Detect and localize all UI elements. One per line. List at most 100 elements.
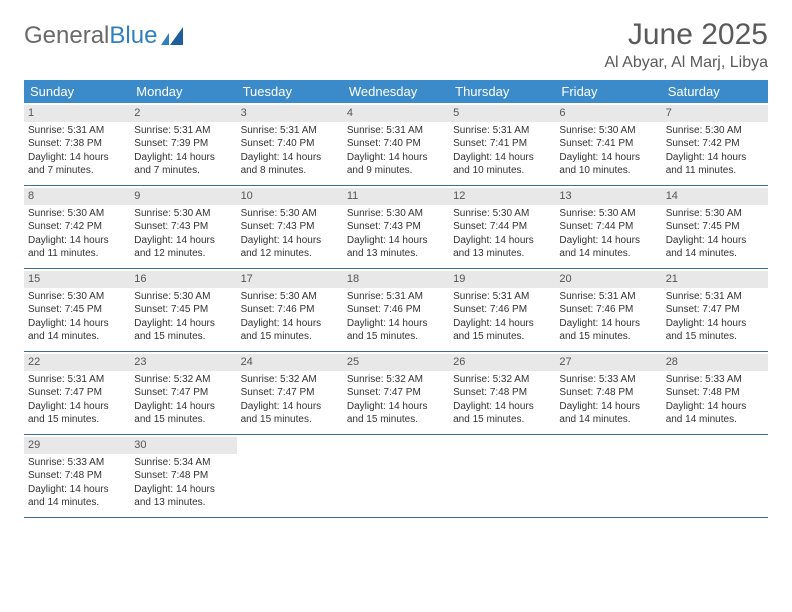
calendar-cell: 14Sunrise: 5:30 AMSunset: 7:45 PMDayligh…	[662, 186, 768, 268]
daylight-text: Daylight: 14 hours and 15 minutes.	[666, 317, 764, 344]
sunrise-text: Sunrise: 5:30 AM	[666, 124, 764, 138]
sunrise-text: Sunrise: 5:34 AM	[134, 456, 232, 470]
sunrise-text: Sunrise: 5:31 AM	[134, 124, 232, 138]
sunset-text: Sunset: 7:42 PM	[666, 137, 764, 151]
daylight-text: Daylight: 14 hours and 11 minutes.	[28, 234, 126, 261]
day-header: Sunday	[24, 80, 130, 103]
daylight-text: Daylight: 14 hours and 13 minutes.	[347, 234, 445, 261]
calendar-cell: 24Sunrise: 5:32 AMSunset: 7:47 PMDayligh…	[237, 352, 343, 434]
daylight-text: Daylight: 14 hours and 11 minutes.	[666, 151, 764, 178]
calendar-cell: 21Sunrise: 5:31 AMSunset: 7:47 PMDayligh…	[662, 269, 768, 351]
day-number: 1	[24, 105, 130, 122]
daylight-text: Daylight: 14 hours and 8 minutes.	[241, 151, 339, 178]
daylight-text: Daylight: 14 hours and 15 minutes.	[241, 317, 339, 344]
sunset-text: Sunset: 7:44 PM	[559, 220, 657, 234]
daylight-text: Daylight: 14 hours and 13 minutes.	[134, 483, 232, 510]
sunrise-text: Sunrise: 5:32 AM	[134, 373, 232, 387]
sunrise-text: Sunrise: 5:30 AM	[241, 290, 339, 304]
day-header: Monday	[130, 80, 236, 103]
calendar-cell: 19Sunrise: 5:31 AMSunset: 7:46 PMDayligh…	[449, 269, 555, 351]
page-subtitle: Al Abyar, Al Marj, Libya	[604, 54, 768, 72]
sunrise-text: Sunrise: 5:32 AM	[453, 373, 551, 387]
sunset-text: Sunset: 7:42 PM	[28, 220, 126, 234]
calendar-cell	[343, 435, 449, 517]
daylight-text: Daylight: 14 hours and 13 minutes.	[453, 234, 551, 261]
day-number: 18	[343, 271, 449, 288]
calendar-cell: 6Sunrise: 5:30 AMSunset: 7:41 PMDaylight…	[555, 103, 661, 185]
sunset-text: Sunset: 7:43 PM	[241, 220, 339, 234]
sunset-text: Sunset: 7:46 PM	[347, 303, 445, 317]
sunrise-text: Sunrise: 5:30 AM	[241, 207, 339, 221]
day-header: Saturday	[662, 80, 768, 103]
logo-text-1: General	[24, 22, 109, 50]
sunset-text: Sunset: 7:46 PM	[559, 303, 657, 317]
calendar-cell: 13 Sunrise: 5:30 AMSunset: 7:44 PMDayligh…	[555, 186, 661, 268]
daylight-text: Daylight: 14 hours and 14 minutes.	[559, 234, 657, 261]
sunrise-text: Sunrise: 5:30 AM	[347, 207, 445, 221]
daylight-text: Daylight: 14 hours and 14 minutes.	[559, 400, 657, 427]
calendar-cell: 25Sunrise: 5:32 AMSunset: 7:47 PMDayligh…	[343, 352, 449, 434]
sunrise-text: Sunrise: 5:32 AM	[347, 373, 445, 387]
sunset-text: Sunset: 7:46 PM	[453, 303, 551, 317]
sunset-text: Sunset: 7:48 PM	[559, 386, 657, 400]
sunrise-text: Sunrise: 5:30 AM	[453, 207, 551, 221]
calendar-cell: 26Sunrise: 5:32 AMSunset: 7:48 PMDayligh…	[449, 352, 555, 434]
daylight-text: Daylight: 14 hours and 15 minutes.	[347, 317, 445, 344]
daylight-text: Daylight: 14 hours and 14 minutes.	[666, 400, 764, 427]
sunrise-text: Sunrise: 5:31 AM	[28, 124, 126, 138]
sunset-text: Sunset: 7:41 PM	[453, 137, 551, 151]
sunset-text: Sunset: 7:47 PM	[347, 386, 445, 400]
calendar-cell: 12Sunrise: 5:30 AMSunset: 7:44 PMDayligh…	[449, 186, 555, 268]
day-number: 17	[237, 271, 343, 288]
sunrise-text: Sunrise: 5:31 AM	[559, 290, 657, 304]
calendar-cell: 20Sunrise: 5:31 AMSunset: 7:46 PMDayligh…	[555, 269, 661, 351]
day-number: 14	[662, 188, 768, 205]
calendar-cell: 22Sunrise: 5:31 AMSunset: 7:47 PMDayligh…	[24, 352, 130, 434]
sunset-text: Sunset: 7:48 PM	[453, 386, 551, 400]
calendar-cell: 15Sunrise: 5:30 AMSunset: 7:45 PMDayligh…	[24, 269, 130, 351]
daylight-text: Daylight: 14 hours and 15 minutes.	[453, 317, 551, 344]
sunset-text: Sunset: 7:44 PM	[453, 220, 551, 234]
day-header: Thursday	[449, 80, 555, 103]
calendar-cell: 1Sunrise: 5:31 AMSunset: 7:38 PMDaylight…	[24, 103, 130, 185]
day-number: 25	[343, 354, 449, 371]
sunset-text: Sunset: 7:47 PM	[666, 303, 764, 317]
daylight-text: Daylight: 14 hours and 15 minutes.	[134, 400, 232, 427]
calendar-cell: 30Sunrise: 5:34 AMSunset: 7:48 PMDayligh…	[130, 435, 236, 517]
day-number: 29	[24, 437, 130, 454]
title-block: June 2025 Al Abyar, Al Marj, Libya	[604, 18, 768, 72]
day-number: 15	[24, 271, 130, 288]
sunset-text: Sunset: 7:45 PM	[134, 303, 232, 317]
calendar-cell	[449, 435, 555, 517]
day-header: Tuesday	[237, 80, 343, 103]
sunset-text: Sunset: 7:43 PM	[347, 220, 445, 234]
day-number: 20	[555, 271, 661, 288]
day-number: 13	[555, 188, 661, 205]
sunrise-text: Sunrise: 5:30 AM	[28, 290, 126, 304]
calendar-cell: 23Sunrise: 5:32 AMSunset: 7:47 PMDayligh…	[130, 352, 236, 434]
sunset-text: Sunset: 7:47 PM	[134, 386, 232, 400]
daylight-text: Daylight: 14 hours and 15 minutes.	[241, 400, 339, 427]
daylight-text: Daylight: 14 hours and 14 minutes.	[666, 234, 764, 261]
day-number: 2	[130, 105, 236, 122]
calendar-cell: 18Sunrise: 5:31 AMSunset: 7:46 PMDayligh…	[343, 269, 449, 351]
day-number: 24	[237, 354, 343, 371]
logo-icon	[161, 27, 187, 45]
daylight-text: Daylight: 14 hours and 10 minutes.	[453, 151, 551, 178]
daylight-text: Daylight: 14 hours and 7 minutes.	[134, 151, 232, 178]
sunrise-text: Sunrise: 5:33 AM	[666, 373, 764, 387]
calendar-cell: 3Sunrise: 5:31 AMSunset: 7:40 PMDaylight…	[237, 103, 343, 185]
calendar-cell: 7Sunrise: 5:30 AMSunset: 7:42 PMDaylight…	[662, 103, 768, 185]
page-title: June 2025	[604, 18, 768, 52]
day-number: 26	[449, 354, 555, 371]
daylight-text: Daylight: 14 hours and 15 minutes.	[28, 400, 126, 427]
daylight-text: Daylight: 14 hours and 14 minutes.	[28, 483, 126, 510]
calendar-cell: 8Sunrise: 5:30 AMSunset: 7:42 PMDaylight…	[24, 186, 130, 268]
sunrise-text: Sunrise: 5:30 AM	[559, 207, 657, 221]
sunset-text: Sunset: 7:47 PM	[28, 386, 126, 400]
sunrise-text: Sunrise: 5:33 AM	[559, 373, 657, 387]
calendar: Sunday Monday Tuesday Wednesday Thursday…	[24, 80, 768, 518]
sunset-text: Sunset: 7:45 PM	[28, 303, 126, 317]
daylight-text: Daylight: 14 hours and 12 minutes.	[241, 234, 339, 261]
sunset-text: Sunset: 7:40 PM	[241, 137, 339, 151]
